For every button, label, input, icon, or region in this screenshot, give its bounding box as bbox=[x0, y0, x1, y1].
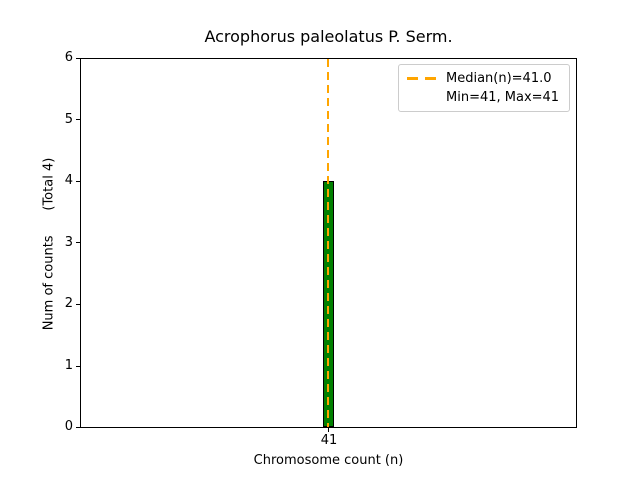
median-line bbox=[327, 59, 329, 427]
legend-label-median: Median(n)=41.0 bbox=[446, 71, 552, 86]
y-tick-mark bbox=[76, 58, 80, 59]
x-tick-mark bbox=[328, 428, 329, 432]
y-tick-label-1: 1 bbox=[64, 358, 73, 373]
y-tick-label-3: 3 bbox=[64, 235, 73, 250]
y-tick-label-0: 0 bbox=[64, 419, 73, 434]
y-tick-mark bbox=[76, 119, 80, 120]
median-dashed-line-icon bbox=[407, 77, 437, 80]
chart-title: Acrophorus paleolatus P. Serm. bbox=[204, 27, 453, 46]
y-tick-label-6: 6 bbox=[64, 50, 73, 65]
x-tick-label-41: 41 bbox=[320, 433, 338, 448]
y-tick-label-4: 4 bbox=[64, 173, 73, 188]
y-tick-mark bbox=[76, 242, 80, 243]
y-axis-label: Num of counts (Total 4) bbox=[41, 157, 57, 331]
y-tick-mark bbox=[76, 181, 80, 182]
x-axis-label: Chromosome count (n) bbox=[253, 453, 404, 468]
y-tick-mark bbox=[76, 427, 80, 428]
legend-label-minmax: Min=41, Max=41 bbox=[446, 90, 560, 105]
y-tick-label-5: 5 bbox=[64, 112, 73, 127]
y-tick-mark bbox=[76, 366, 80, 367]
y-tick-mark bbox=[76, 304, 80, 305]
y-tick-label-2: 2 bbox=[64, 296, 73, 311]
legend: Median(n)=41.0 Min=41, Max=41 bbox=[398, 64, 570, 112]
